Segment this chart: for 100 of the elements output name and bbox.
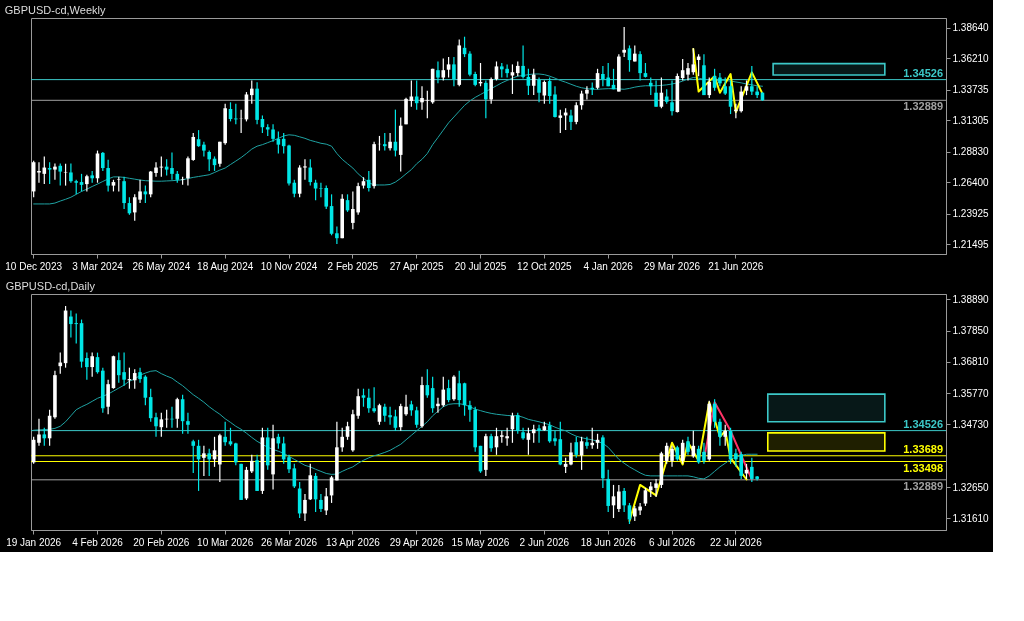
ref-line-label: 1.33689	[903, 442, 943, 455]
candlestick	[367, 388, 371, 414]
candlestick	[58, 352, 63, 375]
candlestick	[154, 161, 158, 178]
x-tick-label: 18 Aug 2024	[197, 260, 254, 272]
candlestick	[484, 79, 488, 119]
candlestick	[638, 50, 642, 82]
candlestick	[686, 62, 690, 82]
candlestick	[308, 158, 313, 187]
candlestick	[441, 57, 446, 82]
candlestick	[452, 56, 456, 87]
candlestick	[569, 109, 573, 131]
x-tick-label: 12 Oct 2025	[517, 260, 573, 272]
candlestick	[85, 352, 89, 381]
candlestick	[191, 439, 196, 474]
candlestick	[553, 85, 557, 119]
candlestick	[718, 418, 722, 447]
candlestick	[409, 79, 414, 108]
candlestick	[303, 493, 307, 522]
candlestick	[420, 85, 424, 111]
x-tick-label: 3 Mar 2024	[72, 260, 124, 272]
y-tick-label: 1.26400	[952, 176, 990, 188]
candlestick	[69, 163, 73, 184]
y-tick-label: 1.36810	[952, 356, 990, 368]
x-tick-label: 20 Feb 2026	[133, 536, 190, 548]
chart-title: GBPUSD-cd,Weekly	[4, 4, 106, 16]
ref-line-label: 1.34526	[903, 66, 943, 79]
candlestick	[335, 225, 339, 245]
candlestick	[558, 109, 563, 134]
candlestick	[750, 65, 754, 96]
ref-line-label: 1.34526	[903, 417, 943, 430]
candlestick	[132, 368, 137, 390]
candlestick	[319, 493, 323, 513]
x-tick-label: 6 Jul 2026	[648, 536, 696, 548]
candlestick	[755, 85, 759, 99]
candlestick	[154, 412, 158, 438]
y-tick-label: 1.36210	[952, 52, 990, 64]
candlestick	[510, 63, 515, 95]
y-tick-label: 1.38890	[952, 293, 990, 305]
x-tick-label: 21 Jun 2026	[708, 260, 764, 272]
candlestick	[457, 370, 462, 408]
candlestick	[686, 436, 690, 456]
candlestick	[617, 484, 621, 513]
candlestick	[531, 68, 536, 96]
x-tick-label: 2 Feb 2025	[327, 260, 379, 272]
candlestick	[47, 161, 52, 185]
candlestick	[159, 155, 164, 178]
x-tick-label: 29 Apr 2026	[389, 536, 445, 548]
candlestick	[340, 427, 345, 453]
candlestick	[468, 400, 472, 423]
line-series	[33, 370, 758, 480]
x-tick-label: 10 Nov 2024	[260, 260, 318, 272]
candlestick	[521, 44, 525, 80]
candlestick	[303, 158, 307, 181]
candlestick	[622, 487, 626, 513]
candlestick	[249, 79, 254, 105]
candlestick	[537, 76, 541, 103]
x-tick-label: 18 Jun 2026	[580, 536, 637, 548]
candlestick	[42, 427, 47, 447]
y-tick-label: 1.38640	[952, 22, 990, 34]
candlestick	[207, 150, 212, 172]
candlestick	[489, 76, 493, 105]
candlestick	[361, 388, 366, 408]
x-tick-label: 10 Mar 2026	[197, 536, 254, 548]
ref-line-label: 1.32889	[903, 100, 943, 113]
candlestick	[622, 26, 626, 58]
candlestick	[707, 76, 712, 99]
line-series	[702, 401, 753, 481]
candlestick	[90, 352, 94, 378]
candlestick	[175, 397, 180, 429]
candlestick	[515, 412, 520, 435]
y-tick-label: 1.32650	[952, 481, 990, 493]
candlestick	[446, 56, 451, 79]
candlestick	[170, 152, 174, 181]
y-tick-label: 1.21495	[952, 238, 990, 250]
candlestick	[223, 421, 227, 447]
candlestick	[436, 60, 440, 84]
candlestick	[452, 374, 456, 402]
x-tick-label: 27 Apr 2025	[389, 260, 445, 272]
candlestick	[569, 442, 573, 466]
y-tick-label: 1.35770	[952, 387, 990, 399]
y-tick-label: 1.37850	[952, 325, 990, 337]
candlestick	[324, 487, 329, 516]
candlestick	[53, 163, 57, 181]
candlestick	[287, 454, 291, 474]
candlestick	[106, 379, 110, 415]
x-tick-label: 20 Jul 2025	[454, 260, 507, 272]
candlestick	[505, 63, 509, 79]
x-tick-label: 2 Jun 2026	[519, 536, 570, 548]
candlestick	[122, 176, 126, 210]
candlestick	[37, 418, 41, 447]
candlestick	[574, 436, 579, 459]
candlestick	[186, 412, 190, 435]
candlestick	[654, 79, 658, 108]
candlestick	[367, 170, 371, 193]
y-tick-label: 1.31610	[952, 512, 990, 524]
candlestick	[537, 424, 541, 444]
x-tick-label: 4 Jan 2026	[583, 260, 634, 272]
x-tick-label: 19 Jan 2026	[6, 536, 62, 548]
x-tick-label: 26 May 2024	[132, 260, 191, 272]
